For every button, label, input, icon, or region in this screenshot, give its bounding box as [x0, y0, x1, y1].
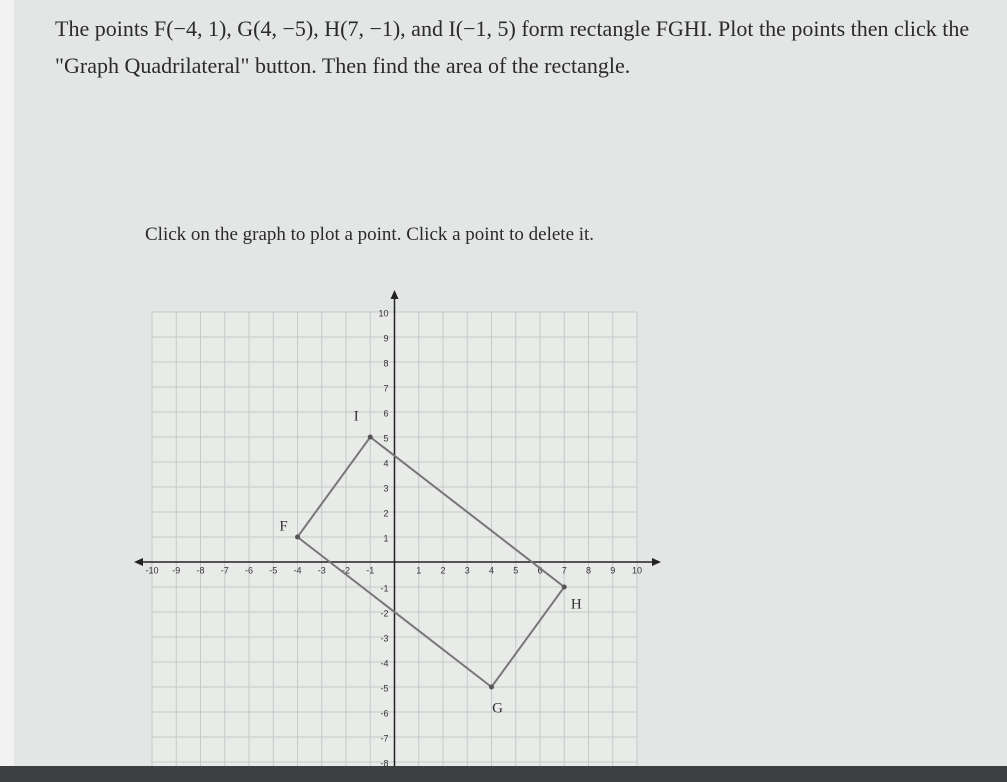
- x-tick-label: -5: [269, 565, 277, 575]
- y-tick-label: 3: [383, 483, 388, 493]
- y-tick-label: 2: [383, 508, 388, 518]
- x-tick-label: -3: [318, 565, 326, 575]
- point-label: H: [571, 596, 582, 612]
- point-label: I: [354, 408, 359, 424]
- x-tick-label: 5: [513, 565, 518, 575]
- x-tick-label: 2: [440, 565, 445, 575]
- x-tick-label: -10: [145, 565, 158, 575]
- graph[interactable]: -10 -9 -8 -7 -6 -5 -4 -3 -2 -1 1 2 3 4 5 6 7 8 9 10 -8 -7 -6 -5…: [0, 0, 1007, 766]
- y-tick-label: 6: [383, 408, 388, 418]
- x-tick-label: 9: [610, 565, 615, 575]
- arrow: [652, 558, 661, 566]
- y-tick-label: 9: [383, 333, 388, 343]
- point: [489, 684, 494, 690]
- question: The points F(−4, 1), G(4, −5), H(7, −1),…: [55, 16, 970, 78]
- point-label: G: [492, 700, 503, 716]
- y-tick-label: 8: [383, 358, 388, 368]
- y-tick-label: 1: [383, 533, 388, 543]
- edge: [0, 0, 14, 782]
- y-tick-label: 7: [383, 383, 388, 393]
- y-tick-label: -8: [380, 758, 388, 766]
- x-tick-label: -6: [245, 565, 253, 575]
- arrow: [390, 290, 399, 299]
- x-tick-label: 4: [489, 565, 494, 575]
- point: [295, 534, 300, 540]
- x-tick-label: 6: [537, 565, 542, 575]
- x-tick-label: -7: [221, 565, 229, 575]
- point-label: F: [279, 518, 287, 534]
- x-tick-label: -2: [342, 565, 350, 575]
- arrow: [134, 558, 143, 566]
- y-tick-label: 4: [383, 458, 388, 468]
- instruction: Click on the graph to plot a point. Clic…: [145, 224, 595, 245]
- y-tick-label: 5: [383, 433, 388, 443]
- x-tick-label: 3: [465, 565, 470, 575]
- y-tick-label: -7: [380, 733, 388, 743]
- x-tick-label: -9: [172, 565, 180, 575]
- x-tick-label: 10: [632, 565, 642, 575]
- point: [367, 434, 373, 440]
- x-tick-label: -4: [293, 565, 301, 575]
- x-tick-label: 8: [586, 565, 591, 575]
- y-tick-label: -6: [380, 708, 388, 718]
- x-tick-label: 1: [416, 565, 421, 575]
- x-tick-label: 7: [562, 565, 567, 575]
- y-tick-label: -4: [380, 658, 388, 668]
- y-tick-label: -5: [380, 683, 388, 693]
- y-tick-label: -1: [380, 583, 388, 593]
- point: [561, 584, 567, 590]
- x-tick-label: -8: [196, 565, 204, 575]
- y-tick-label: -3: [380, 633, 388, 643]
- y-tick-label: -2: [380, 608, 388, 618]
- taskbar: [0, 766, 1007, 782]
- x-tick-label: -1: [366, 565, 374, 575]
- y-tick-label: 10: [378, 308, 388, 318]
